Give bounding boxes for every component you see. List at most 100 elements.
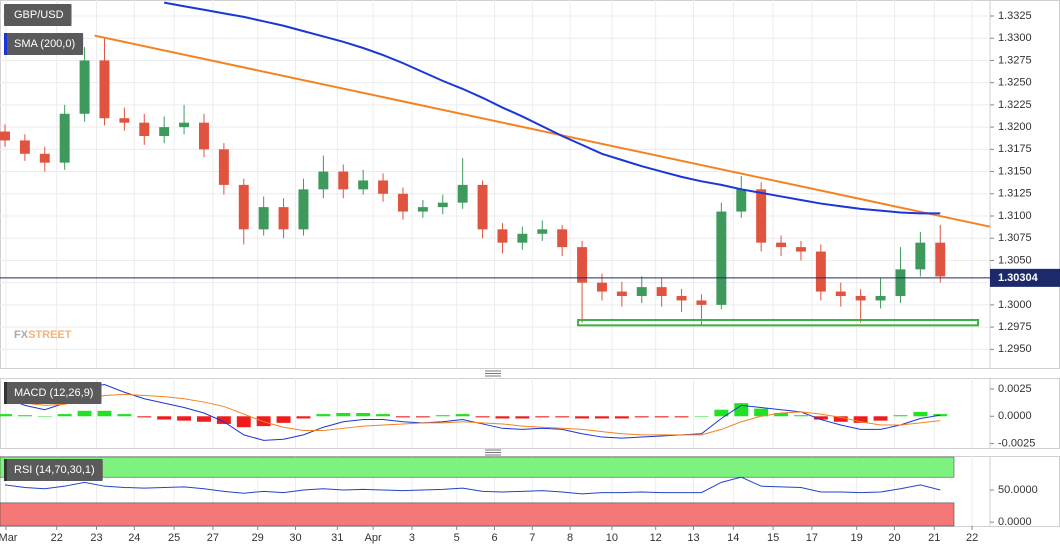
histogram-bar xyxy=(356,413,371,417)
x-tick-label: 17 xyxy=(806,532,818,544)
histogram-bar xyxy=(17,415,32,417)
candle-body xyxy=(437,202,448,208)
y-tick-label: 1.3200 xyxy=(998,121,1032,133)
x-tick-label: 14 xyxy=(727,532,739,544)
candle-body xyxy=(895,269,906,296)
panel-label-box xyxy=(4,4,72,26)
histogram-bar xyxy=(376,414,391,417)
candle-body xyxy=(477,184,488,230)
panel-label: GBP/USD xyxy=(14,9,64,21)
x-tick-label: Mar xyxy=(0,532,18,544)
histogram-bar xyxy=(714,409,729,417)
histogram-bar xyxy=(555,416,570,418)
x-tick-label: 20 xyxy=(888,532,900,544)
candle-body xyxy=(417,207,428,212)
candle-body xyxy=(397,193,408,212)
histogram-bar xyxy=(276,416,291,423)
histogram-bar xyxy=(754,408,769,417)
watermark-part: STREET xyxy=(28,329,72,341)
histogram-bar xyxy=(933,414,948,417)
candle-body xyxy=(656,287,667,296)
watermark-part: FX xyxy=(14,329,29,341)
y-tick-label: 1.3075 xyxy=(998,232,1032,244)
candle-body xyxy=(238,184,249,230)
candle-body xyxy=(218,149,229,185)
y-tick-label: 1.3275 xyxy=(998,54,1032,66)
histogram-bar xyxy=(833,416,848,422)
candle-body xyxy=(19,140,30,154)
watermark: FXSTREET xyxy=(14,329,72,341)
candle-body xyxy=(835,291,846,296)
candle-body xyxy=(736,189,747,212)
histogram-bar xyxy=(435,415,450,417)
candle-body xyxy=(298,189,309,230)
candle-body xyxy=(338,171,349,190)
candle-body xyxy=(577,247,588,283)
candle-body xyxy=(875,296,886,301)
panel-grip xyxy=(485,370,501,456)
y-tick-label: 1.3225 xyxy=(998,99,1032,111)
histogram-bar xyxy=(515,416,530,419)
histogram-bar xyxy=(256,416,271,427)
histogram-bar xyxy=(455,414,470,417)
candle-body xyxy=(636,287,647,296)
histogram-bar xyxy=(594,416,609,419)
candle-body xyxy=(139,122,150,136)
histogram-bar xyxy=(674,416,689,418)
y-tick-label: 1.3125 xyxy=(998,188,1032,200)
x-tick-label: 6 xyxy=(491,532,497,544)
candle-body xyxy=(278,207,289,230)
candle-body xyxy=(358,180,369,190)
x-tick-label: 22 xyxy=(966,532,978,544)
y-tick-label: 50.0000 xyxy=(998,484,1038,496)
histogram-bar xyxy=(336,413,351,417)
y-tick-label: 0.0000 xyxy=(998,516,1032,528)
histogram-bar xyxy=(316,414,331,417)
x-tick-label: 23 xyxy=(90,532,102,544)
histogram-bar xyxy=(535,416,550,418)
histogram-bar xyxy=(236,416,251,428)
x-tick-label: 7 xyxy=(529,532,535,544)
candle-body xyxy=(258,207,269,230)
panel-label: SMA (200,0) xyxy=(14,38,75,50)
y-tick-label: 1.3300 xyxy=(998,32,1032,44)
candle-body xyxy=(59,113,70,163)
histogram-bar xyxy=(734,403,749,417)
candle-body xyxy=(716,211,727,305)
histogram-bar xyxy=(137,416,152,418)
rsi-line xyxy=(4,476,941,495)
panel-label-box xyxy=(4,382,102,404)
x-tick-label: 21 xyxy=(928,532,940,544)
histogram-bar xyxy=(913,411,928,417)
panel-label: MACD (12,26,9) xyxy=(14,387,93,399)
candle-body xyxy=(0,131,10,141)
histogram-bar xyxy=(774,413,789,417)
histogram-bar xyxy=(296,416,311,419)
candle-body xyxy=(935,242,946,277)
histogram-bar xyxy=(654,416,669,418)
candle-body xyxy=(696,300,707,305)
x-tick-label: 31 xyxy=(331,532,343,544)
x-tick-label: 24 xyxy=(128,532,140,544)
histogram-bar xyxy=(475,416,490,418)
candle-body xyxy=(537,229,548,234)
histogram-bar xyxy=(694,416,709,417)
panel-frame xyxy=(0,378,1060,449)
candle-body xyxy=(119,118,130,123)
x-tick-label: 19 xyxy=(851,532,863,544)
histogram-bar xyxy=(117,414,132,417)
histogram-bar xyxy=(495,416,510,419)
y-tick-label: 1.3175 xyxy=(998,143,1032,155)
histogram-bar xyxy=(157,416,172,420)
candle-body xyxy=(815,251,826,292)
candle-body xyxy=(517,233,528,243)
candle-body xyxy=(756,189,767,243)
x-tick-label: 3 xyxy=(409,532,415,544)
histogram-bar xyxy=(197,416,211,422)
panel-label-stripe xyxy=(4,33,7,55)
oversold-zone xyxy=(0,502,955,527)
candle-body xyxy=(855,296,866,301)
y-tick-label: 1.3250 xyxy=(998,77,1032,89)
candle-body xyxy=(198,122,209,150)
